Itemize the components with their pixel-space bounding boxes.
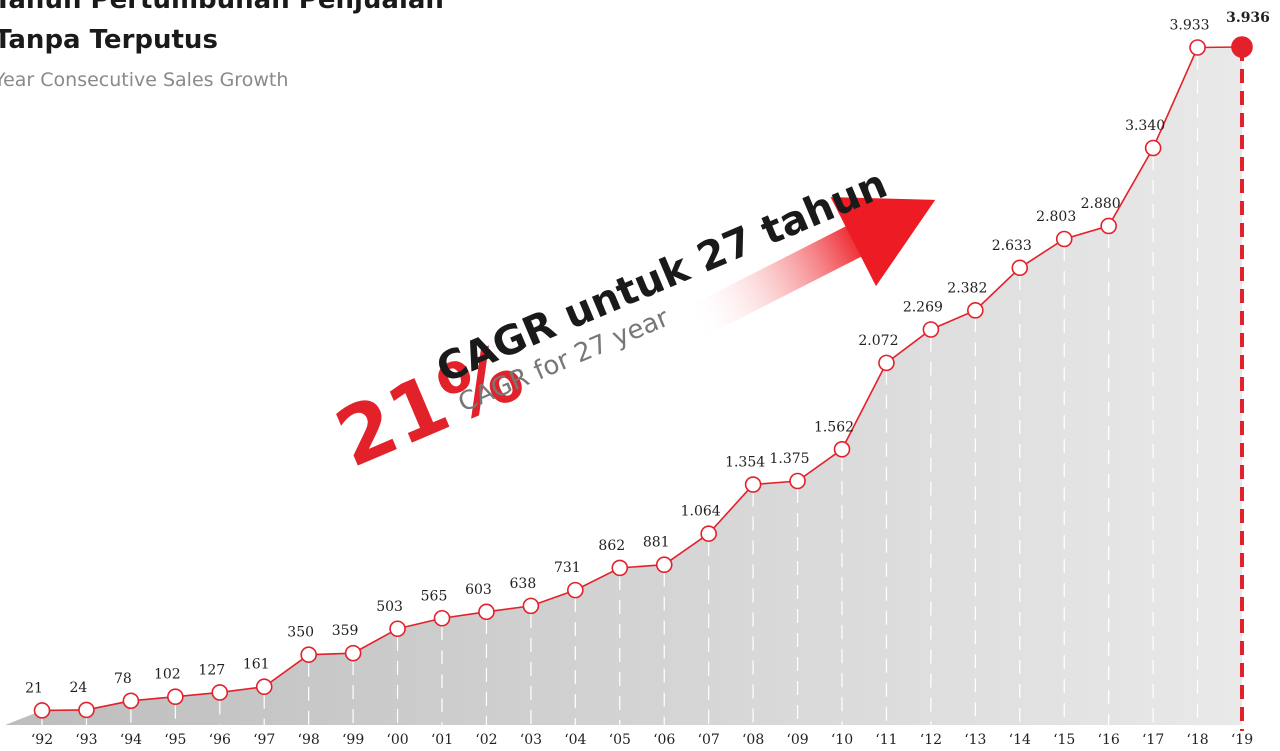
value-label: 1.375 bbox=[770, 451, 810, 467]
x-tick-label: ‘12 bbox=[920, 732, 942, 748]
x-tick-label: ‘98 bbox=[298, 732, 320, 748]
point bbox=[1055, 230, 1073, 248]
x-tick-label: ‘10 bbox=[831, 732, 853, 748]
point bbox=[478, 603, 495, 621]
value-label: 881 bbox=[643, 535, 670, 551]
highlight-point bbox=[1231, 36, 1253, 58]
x-tick-label: ‘14 bbox=[1009, 732, 1031, 748]
x-tick-label: ‘00 bbox=[386, 732, 408, 748]
x-tick-label: ‘93 bbox=[75, 732, 97, 748]
point bbox=[1144, 139, 1162, 157]
point bbox=[878, 354, 895, 372]
x-tick-label: ‘07 bbox=[698, 732, 720, 748]
point bbox=[1189, 39, 1206, 56]
cagr-main: CAGR untuk 27 tahun bbox=[430, 161, 894, 392]
subtitle: Year Consecutive Sales Growth bbox=[0, 69, 288, 91]
value-label: 350 bbox=[287, 625, 314, 641]
value-label: 21 bbox=[25, 680, 43, 696]
x-tick-label: ‘08 bbox=[742, 732, 764, 748]
x-tick-label: ‘02 bbox=[475, 732, 497, 748]
x-tick-label: ‘92 bbox=[31, 732, 53, 748]
point bbox=[122, 692, 140, 710]
value-label: 78 bbox=[114, 671, 132, 687]
value-label: 127 bbox=[198, 662, 225, 678]
point bbox=[433, 609, 451, 627]
point bbox=[300, 646, 317, 663]
arrow-head bbox=[830, 197, 936, 287]
point bbox=[389, 620, 406, 638]
point bbox=[567, 581, 584, 599]
point bbox=[922, 321, 940, 338]
x-tick-label: ‘94 bbox=[120, 732, 142, 748]
value-label: 102 bbox=[154, 667, 181, 683]
value-label: 603 bbox=[465, 582, 492, 598]
value-label: 1.562 bbox=[814, 419, 854, 435]
value-label: 3.933 bbox=[1170, 18, 1210, 34]
point bbox=[967, 302, 984, 319]
x-tick-label: ‘04 bbox=[564, 732, 586, 748]
arrow bbox=[685, 197, 936, 339]
point bbox=[1011, 259, 1029, 277]
value-label: 3.936 bbox=[1226, 10, 1270, 26]
point bbox=[78, 701, 95, 719]
x-tick-label: ‘16 bbox=[1098, 732, 1120, 748]
value-label: 24 bbox=[70, 680, 88, 696]
value-label: 1.354 bbox=[725, 455, 765, 471]
cagr-annotation: 21% CAGR untuk 27 tahun CAGR for 27 year bbox=[323, 161, 894, 486]
value-label: 2.880 bbox=[1081, 196, 1121, 212]
point bbox=[833, 441, 851, 458]
point bbox=[700, 525, 717, 542]
point bbox=[33, 702, 51, 719]
value-label: 359 bbox=[332, 623, 359, 639]
line bbox=[41, 46, 1243, 712]
x-tick-label: ‘95 bbox=[164, 732, 186, 748]
point bbox=[744, 476, 762, 493]
x-tick-label: ‘96 bbox=[209, 732, 231, 748]
title: Tahun Pertumbuhan Penjualan bbox=[0, 0, 444, 15]
x-tick-label: ‘03 bbox=[520, 732, 542, 748]
point bbox=[1100, 217, 1117, 235]
point bbox=[344, 644, 362, 662]
value-label: 2.269 bbox=[903, 299, 943, 315]
point bbox=[255, 678, 273, 696]
x-tick-label: ‘11 bbox=[875, 732, 897, 748]
value-label: 2.072 bbox=[858, 333, 898, 349]
x-tick-label: ‘19 bbox=[1231, 732, 1253, 748]
point bbox=[611, 559, 629, 577]
value-label: 731 bbox=[554, 560, 581, 576]
plot: 21 ‘92 24 ‘93 78 ‘94 102 ‘95 127 ‘96 161 ‘97 350 ‘98 3… bbox=[5, 10, 1270, 748]
x-tick-label: ‘18 bbox=[1186, 732, 1208, 748]
point bbox=[789, 472, 806, 490]
title-line2: Tanpa Terputus bbox=[0, 25, 218, 55]
x-tick-label: ‘99 bbox=[342, 732, 364, 748]
value-label: 1.064 bbox=[681, 504, 721, 520]
x-tick-label: ‘01 bbox=[431, 732, 453, 748]
x-tick-label: ‘06 bbox=[653, 732, 675, 748]
value-label: 503 bbox=[376, 599, 403, 615]
x-tick-label: ‘97 bbox=[253, 732, 275, 748]
value-label: 2.803 bbox=[1036, 209, 1076, 225]
value-label: 638 bbox=[510, 576, 537, 592]
point bbox=[211, 684, 229, 701]
point bbox=[167, 688, 184, 706]
x-tick-label: ‘15 bbox=[1053, 732, 1075, 748]
area bbox=[5, 47, 1242, 725]
x-tick-label: ‘13 bbox=[964, 732, 986, 748]
x-tick-label: ‘05 bbox=[609, 732, 631, 748]
x-tick-label: ‘09 bbox=[786, 732, 808, 748]
arrow-body bbox=[685, 221, 870, 339]
value-label: 161 bbox=[243, 657, 270, 673]
value-label: 565 bbox=[421, 588, 448, 604]
value-label: 2.382 bbox=[947, 280, 987, 296]
point bbox=[522, 597, 540, 615]
point bbox=[655, 556, 673, 574]
x-tick-label: ‘17 bbox=[1142, 732, 1164, 748]
value-label: 2.633 bbox=[992, 238, 1032, 254]
value-label: 862 bbox=[598, 538, 625, 554]
value-label: 3.340 bbox=[1125, 118, 1165, 134]
